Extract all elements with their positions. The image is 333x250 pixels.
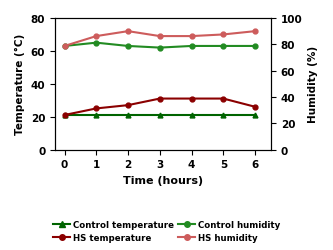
Y-axis label: Temperature (°C): Temperature (°C) (15, 34, 25, 135)
Legend: Control temperature, HS temperature, Control humidity, HS humidity: Control temperature, HS temperature, Con… (50, 217, 283, 246)
Y-axis label: Humidity (%): Humidity (%) (308, 46, 318, 123)
X-axis label: Time (hours): Time (hours) (123, 175, 203, 185)
